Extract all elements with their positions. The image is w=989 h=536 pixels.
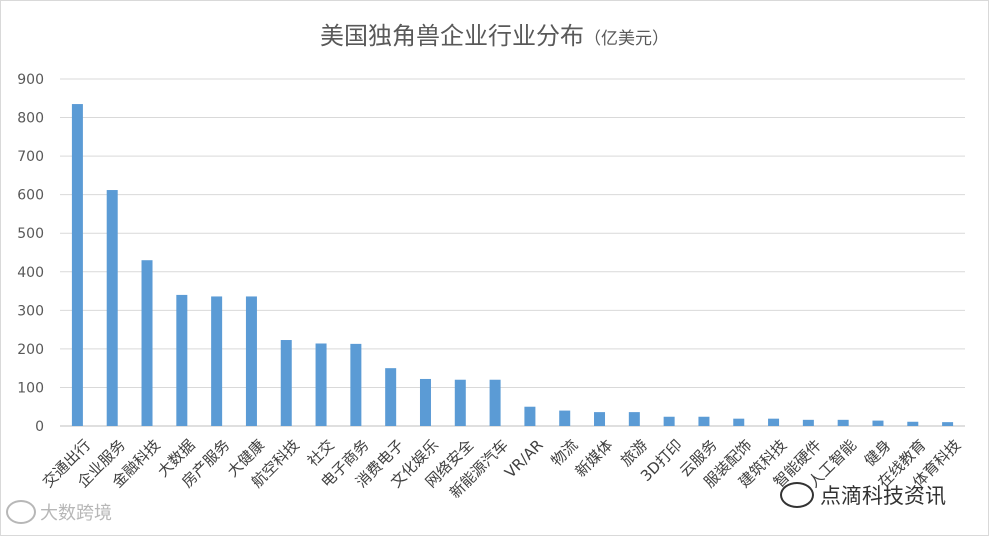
y-tick-label: 0: [35, 419, 44, 435]
bar: [942, 422, 954, 426]
bar: [141, 260, 153, 426]
x-tick-label: 新媒体: [572, 436, 617, 481]
y-tick-label: 400: [17, 265, 44, 281]
bar: [211, 296, 223, 426]
bar: [872, 420, 884, 426]
x-tick-label: VR/AR: [501, 436, 547, 482]
bar: [802, 419, 814, 426]
bar: [315, 343, 327, 426]
bar: [454, 379, 466, 426]
y-tick-label: 200: [17, 342, 44, 358]
bar: [733, 418, 745, 426]
watermark-logo-icon: [6, 500, 36, 524]
y-tick-label: 600: [17, 188, 44, 204]
y-tick-label: 900: [17, 72, 44, 88]
bar: [837, 419, 849, 426]
watermark-right-text: 点滴科技资讯: [820, 484, 946, 508]
bar: [280, 340, 292, 426]
bar: [663, 416, 675, 426]
bar: [559, 410, 571, 426]
watermark-left-text: 大数跨境: [40, 503, 112, 524]
watermark-right: 点滴科技资讯: [780, 480, 946, 510]
bars: [71, 104, 954, 427]
chart-title-text: 美国独角兽企业行业分布: [320, 22, 584, 50]
chart-title-unit: （亿美元）: [584, 29, 669, 49]
bar: [768, 418, 780, 426]
bar: [628, 412, 640, 426]
bar: [489, 379, 501, 426]
y-tick-label: 700: [17, 149, 44, 165]
bar: [385, 368, 397, 426]
bar: [245, 296, 257, 426]
bar: [71, 104, 83, 427]
wechat-icon: [780, 482, 814, 508]
gridlines: [60, 78, 965, 427]
bar: [106, 190, 118, 426]
y-tick-label: 800: [17, 111, 44, 127]
y-tick-label: 300: [17, 303, 44, 319]
y-tick-label: 500: [17, 226, 44, 242]
y-axis-ticks: 0 100 200 300 400 500 600 700 800 900: [17, 72, 44, 435]
bar: [594, 412, 606, 426]
y-tick-label: 100: [17, 380, 44, 396]
bar: [176, 294, 188, 426]
bar: [698, 416, 710, 426]
bar: [524, 406, 536, 426]
watermark-left: 大数跨境: [6, 499, 112, 526]
bar: [907, 421, 919, 426]
bar: [419, 378, 431, 426]
chart-title: 美国独角兽企业行业分布（亿美元）: [0, 16, 989, 51]
bar: [350, 343, 362, 426]
